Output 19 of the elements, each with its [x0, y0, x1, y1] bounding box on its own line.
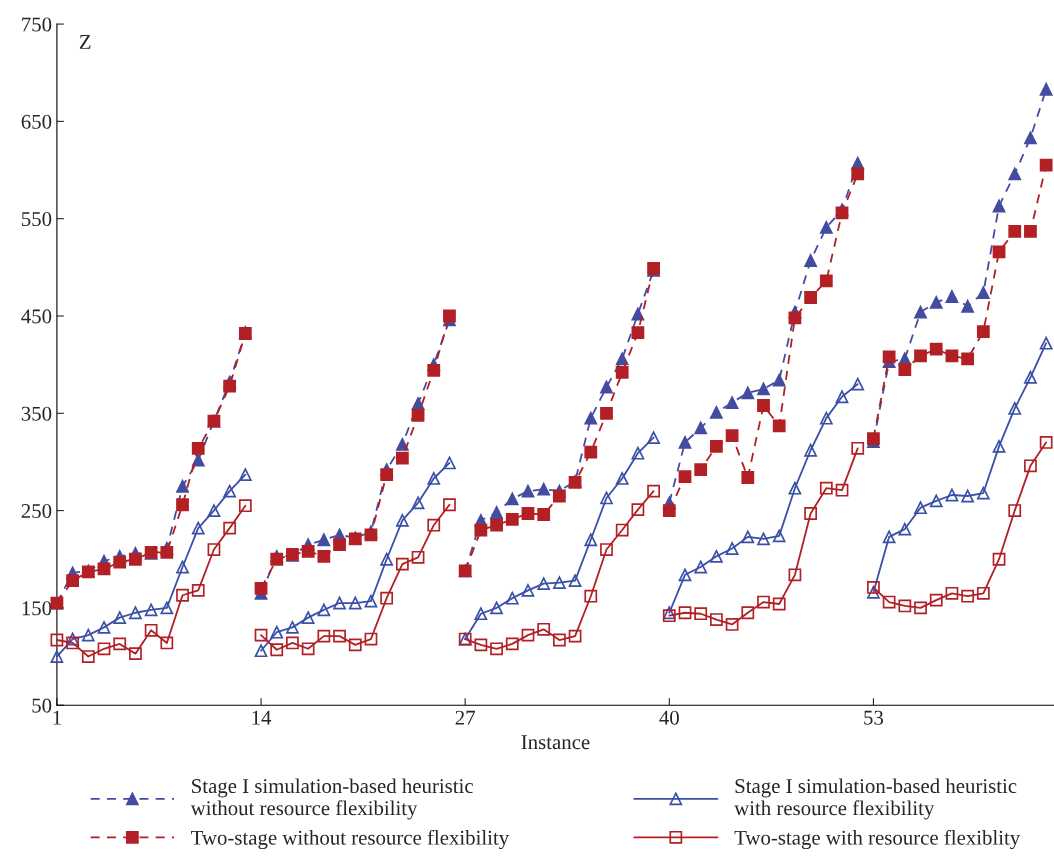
y-tick-label: 450 — [21, 309, 52, 324]
x-tick-label: 53 — [864, 710, 884, 725]
y-tick-label: 650 — [21, 114, 52, 129]
y-tick-label: 350 — [21, 406, 52, 421]
y-tick-label: 250 — [21, 503, 52, 519]
y-tick-label: 750 — [22, 17, 52, 32]
y-tick-label: 50 — [32, 698, 52, 713]
legend-label: Two-stage without resource flexibility — [191, 829, 510, 850]
legend-label: Two-stage with resource flexiblity — [734, 829, 1021, 850]
y-axis-title: Z — [79, 35, 91, 49]
legend-label: Stage I simulation-based heuristic with resource flexibility — [734, 778, 1017, 820]
y-tick-label: 550 — [22, 212, 52, 227]
x-tick-label: 1 — [53, 710, 61, 725]
x-axis-title: Instance — [521, 735, 590, 750]
x-tick-label: 40 — [659, 710, 679, 725]
x-tick-label: 14 — [252, 710, 272, 725]
y-tick-label: 150 — [22, 601, 52, 616]
x-tick-label: 27 — [455, 710, 475, 725]
legend-label: Stage I simulation-based heuristic without resource flexibility — [190, 778, 473, 820]
